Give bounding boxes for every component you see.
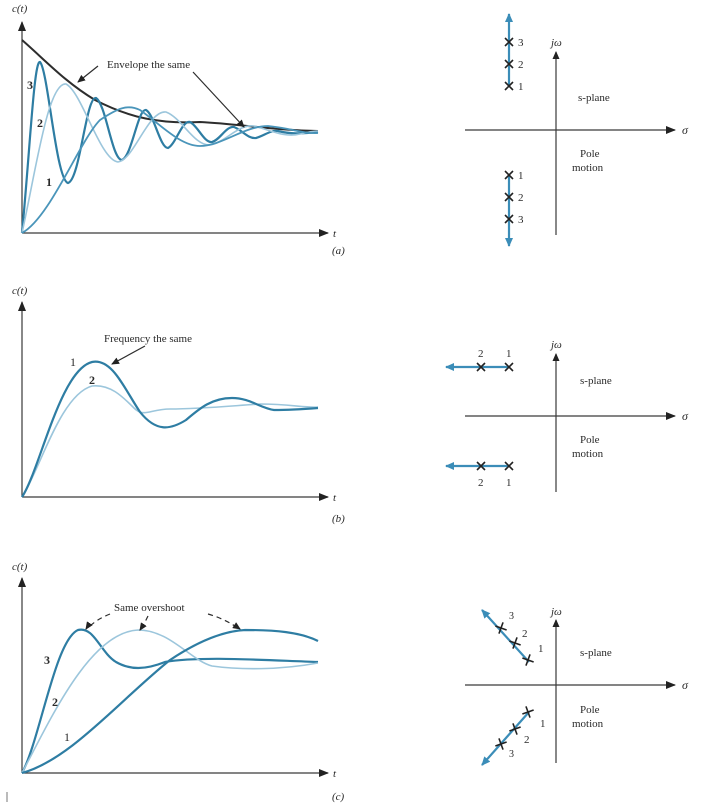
x-axis-label: t <box>333 768 337 780</box>
annotation-arrow <box>141 615 149 629</box>
annotation-arrowhead <box>232 622 241 630</box>
panel-caption: (a) <box>332 245 345 257</box>
real-axis-label: σ <box>682 678 689 692</box>
pole-markers-lower <box>504 170 514 224</box>
annotation-arrow <box>77 65 99 83</box>
pole-plus-icon <box>495 622 507 634</box>
pole-label: 2 <box>518 59 524 71</box>
pole-x-icon <box>504 214 514 224</box>
response-curve-1 <box>21 106 319 234</box>
y-axis-label: c(t) <box>12 3 28 15</box>
pole-label: 2 <box>522 628 528 640</box>
pole-motion-label: motion <box>572 718 604 730</box>
pole-plus-icon <box>495 738 507 750</box>
pole-label: 1 <box>538 643 544 655</box>
response-curve-1 <box>21 628 319 775</box>
pole-label: 1 <box>518 170 524 182</box>
pole-label: 1 <box>506 348 512 360</box>
imaginary-axis-label: jω <box>549 37 562 49</box>
response-curve-3 <box>21 628 319 774</box>
curve-label-3: 3 <box>27 78 33 92</box>
response-curve-1 <box>21 360 319 498</box>
pole-path-lower <box>481 711 530 766</box>
envelope-annotation: Envelope the same <box>107 59 190 71</box>
pole-x-icon <box>504 170 514 180</box>
panel-a-time-plot: c(t) t (a) 3 2 1 Envelope the same <box>12 3 345 257</box>
curve-label-1: 1 <box>46 175 52 189</box>
curve-label-2: 2 <box>89 373 95 387</box>
pole-markers-upper <box>495 622 534 666</box>
curve-label-2: 2 <box>52 695 58 709</box>
curve-label-1: 1 <box>64 730 70 744</box>
annotation-arrow <box>87 613 111 629</box>
pole-x-icon <box>476 461 486 471</box>
pole-label: 3 <box>509 749 514 760</box>
response-curve-2 <box>21 629 319 774</box>
annotation-arrow <box>111 345 146 365</box>
x-axis-label: t <box>333 228 337 240</box>
pole-label: 1 <box>506 477 512 489</box>
pole-x-icon <box>504 81 514 91</box>
pole-label: 2 <box>524 734 530 746</box>
envelope-curve <box>21 39 319 132</box>
panel-c-s-plane: jω σ s-plane Pole motion 3 2 1 1 2 3 <box>465 606 689 766</box>
pole-label: 2 <box>478 477 484 489</box>
curve-label-3: 3 <box>44 653 50 667</box>
s-plane-label: s-plane <box>580 375 612 387</box>
pole-label: 2 <box>478 348 484 360</box>
pole-x-icon <box>504 461 514 471</box>
overshoot-annotation: Same overshoot <box>114 602 185 614</box>
annotation-arrowhead <box>85 621 93 630</box>
curve-label-1: 1 <box>70 355 76 369</box>
curve-label-2: 2 <box>37 116 43 130</box>
pole-label: 2 <box>518 192 524 204</box>
pole-label: 3 <box>518 214 524 226</box>
y-axis-label: c(t) <box>12 561 28 573</box>
real-axis-label: σ <box>682 409 689 423</box>
annotation-arrowhead <box>139 622 147 631</box>
pole-motion-label: Pole <box>580 434 600 446</box>
pole-motion-label: Pole <box>580 148 600 160</box>
pole-label: 1 <box>518 81 524 93</box>
real-axis-label: σ <box>682 123 689 137</box>
imaginary-axis-label: jω <box>549 339 562 351</box>
panel-c-time-plot: c(t) t (c) 3 2 1 Same overshoot <box>12 561 345 803</box>
pole-x-icon <box>476 362 486 372</box>
pole-markers-upper <box>504 37 514 91</box>
panel-b-s-plane: jω σ s-plane Pole motion 2 1 2 1 <box>445 339 689 492</box>
s-plane-label: s-plane <box>578 92 610 104</box>
panel-caption: (c) <box>332 791 345 803</box>
panel-caption: (b) <box>332 513 345 525</box>
pole-label: 1 <box>540 718 546 730</box>
panel-b-time-plot: c(t) t (b) 1 2 Frequency the same <box>12 285 345 525</box>
imaginary-axis-label: jω <box>549 606 562 618</box>
x-axis-label: t <box>333 492 337 504</box>
pole-plus-icon <box>522 706 534 718</box>
pole-x-icon <box>504 37 514 47</box>
y-axis-label: c(t) <box>12 285 28 297</box>
annotation-arrow <box>207 613 239 629</box>
pole-plus-icon <box>509 637 521 649</box>
s-plane-label: s-plane <box>580 647 612 659</box>
response-curve-2 <box>21 83 319 234</box>
pole-motion-label: motion <box>572 162 604 174</box>
pole-motion-label: motion <box>572 448 604 460</box>
pole-label: 3 <box>518 37 524 49</box>
pole-label: 3 <box>509 611 514 622</box>
response-curve-3 <box>20 60 319 234</box>
pole-x-icon <box>504 362 514 372</box>
pole-path-upper <box>481 609 530 663</box>
pole-x-icon <box>504 192 514 202</box>
frequency-annotation: Frequency the same <box>104 333 192 345</box>
panel-a-s-plane: jω σ s-plane Pole motion 3 2 1 1 2 3 <box>465 13 689 247</box>
response-curve-2 <box>21 385 319 498</box>
pole-plus-icon <box>522 654 534 666</box>
pole-motion-label: Pole <box>580 704 600 716</box>
pole-plus-icon <box>509 723 521 735</box>
pole-markers-lower <box>495 706 534 750</box>
pole-x-icon <box>504 59 514 69</box>
annotation-arrow <box>192 71 245 128</box>
